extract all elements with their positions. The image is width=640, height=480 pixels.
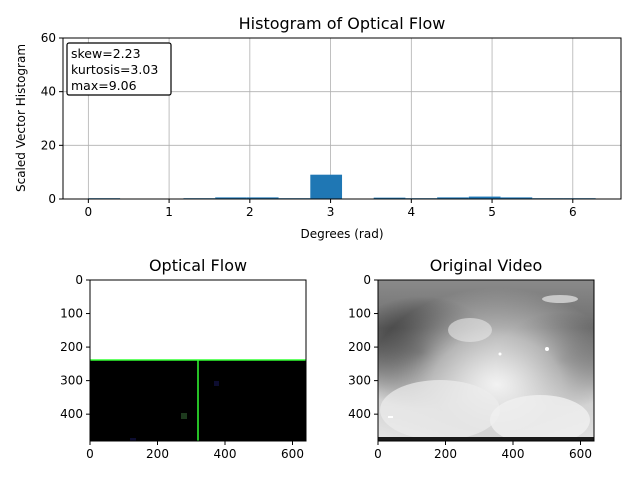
flow-blob (181, 413, 187, 419)
annotation-max: max=9.06 (71, 78, 137, 93)
y-tick-label: 300 (348, 374, 371, 388)
original-video-title: Original Video (430, 256, 543, 275)
annotation-skew: skew=2.23 (71, 46, 141, 61)
y-tick-label: 0 (75, 273, 83, 287)
y-tick-label: 0 (48, 192, 56, 206)
x-tick-label: 0 (86, 447, 94, 461)
x-tick-label: 6 (569, 205, 577, 219)
histogram-bar (215, 197, 247, 199)
fish-shape (542, 295, 578, 303)
original-video-y-ticks: 0 100 200 300 400 (348, 273, 378, 421)
histogram-bar (246, 197, 279, 199)
optical-flow-title: Optical Flow (149, 256, 247, 275)
histogram-chart: Histogram of Optical Flow 0 1 2 3 4 5 6 0 20 40 6… (14, 14, 622, 241)
annotation-kurtosis: kurtosis=3.03 (71, 62, 158, 77)
histogram-axes-frame (62, 37, 622, 200)
optical-flow-y-ticks: 0 100 200 300 400 (60, 273, 90, 421)
y-tick-label: 100 (60, 307, 83, 321)
optical-flow-panel: Optical Flow 0 200 400 600 0 100 200 300 400 (60, 256, 307, 461)
x-tick-label: 3 (327, 205, 335, 219)
original-video-frame (377, 279, 595, 442)
histogram-bar (310, 174, 343, 199)
histogram-bar (437, 197, 469, 199)
y-tick-label: 300 (60, 374, 83, 388)
x-tick-label: 0 (85, 205, 93, 219)
x-tick-label: 5 (488, 205, 496, 219)
x-tick-label: 0 (374, 447, 382, 461)
x-tick-label: 200 (146, 447, 169, 461)
histogram-x-ticks: 0 1 2 3 4 5 6 (85, 199, 577, 219)
x-tick-label: 4 (407, 205, 415, 219)
histogram-bars (88, 174, 596, 199)
x-tick-label: 600 (281, 447, 304, 461)
y-tick-label: 60 (41, 31, 56, 45)
histogram-y-ticks: 0 20 40 60 (41, 31, 63, 206)
stats-annotation-box: skew=2.23 kurtosis=3.03 max=9.06 (66, 42, 172, 96)
x-tick-label: 200 (434, 447, 457, 461)
y-tick-label: 400 (60, 407, 83, 421)
original-video-x-ticks: 0 200 400 600 (374, 441, 592, 461)
video-frame-image (378, 280, 594, 441)
histogram-bar (500, 197, 533, 199)
histogram-bar (373, 197, 406, 199)
y-tick-label: 40 (41, 85, 56, 99)
y-tick-label: 20 (41, 138, 56, 152)
x-tick-label: 400 (502, 447, 525, 461)
optical-flow-x-ticks: 0 200 400 600 (86, 441, 304, 461)
y-tick-label: 200 (348, 340, 371, 354)
x-tick-label: 1 (165, 205, 173, 219)
optical-flow-blank-region (90, 280, 306, 360)
x-tick-label: 400 (214, 447, 237, 461)
optical-flow-frame (89, 279, 307, 442)
histogram-bar (468, 196, 501, 199)
histogram-y-label: Scaled Vector Histogram (14, 44, 28, 192)
flow-blob (214, 381, 219, 386)
histogram-x-label: Degrees (rad) (300, 227, 383, 241)
original-video-panel: Original Video 0 200 400 600 0 100 200 300 400 (348, 256, 595, 461)
histogram-title: Histogram of Optical Flow (239, 14, 446, 33)
x-tick-label: 600 (569, 447, 592, 461)
y-tick-label: 400 (348, 407, 371, 421)
y-tick-label: 100 (348, 307, 371, 321)
x-tick-label: 2 (246, 205, 254, 219)
flow-blob (130, 438, 136, 441)
y-tick-label: 200 (60, 340, 83, 354)
y-tick-label: 0 (363, 273, 371, 287)
